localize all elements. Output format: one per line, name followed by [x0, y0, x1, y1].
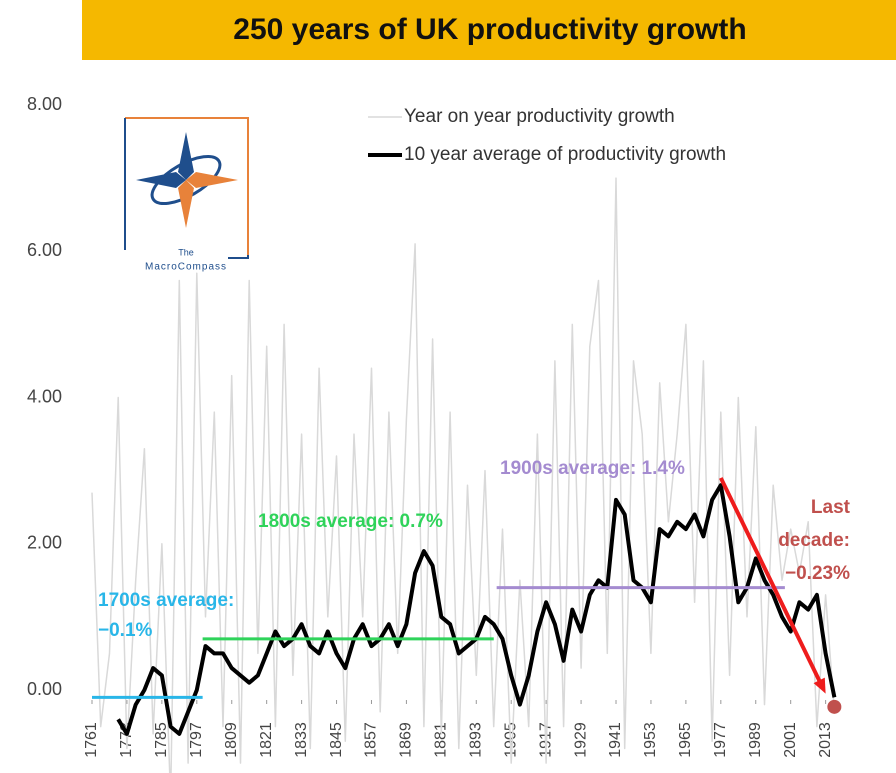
x-tick-label: 1857	[363, 722, 380, 758]
average-label: 1900s average: 1.4%	[500, 458, 685, 479]
last-decade-dot	[827, 699, 842, 714]
y-tick-label: 0.00	[27, 679, 62, 699]
last-decade-label: Last	[811, 497, 851, 518]
x-tick-label: 1929	[572, 722, 589, 758]
x-tick-label: 1965	[677, 722, 694, 758]
x-tick-label: 1821	[258, 722, 275, 758]
x-tick-label: 1809	[223, 722, 240, 758]
x-tick-label: 1845	[328, 722, 345, 758]
legend-label: Year on year productivity growth	[404, 106, 675, 127]
x-tick-label: 1761	[83, 722, 100, 758]
x-tick-label: 1797	[188, 722, 205, 758]
average-label: 1800s average: 0.7%	[258, 511, 443, 532]
average-label: 1700s average:	[98, 590, 234, 611]
title-banner	[82, 0, 896, 60]
last-decade-label: decade:	[778, 530, 850, 551]
logo-text: MacroCompass	[145, 262, 227, 273]
trend-arrow	[719, 477, 824, 686]
x-tick-label: 1989	[747, 722, 764, 758]
x-tick-label: 1977	[712, 722, 729, 758]
y-tick-label: 4.00	[27, 386, 62, 406]
x-tick-label: 1953	[642, 722, 659, 758]
x-tick-label: 1785	[153, 722, 170, 758]
logo: The MacroCompass	[124, 117, 249, 273]
x-tick-label: 2013	[817, 722, 834, 758]
last-decade-label: −0.23%	[785, 563, 850, 584]
chart-title: 250 years of UK productivity growth	[233, 13, 746, 46]
logo-text: The	[178, 247, 194, 257]
x-tick-label: 1869	[398, 722, 415, 758]
x-tick-label: 1881	[433, 722, 450, 758]
x-tick-label: 1833	[293, 722, 310, 758]
series-line	[91, 177, 836, 773]
legend-label: 10 year average of productivity growth	[404, 144, 726, 165]
average-label: −0.1%	[98, 620, 153, 641]
arrow-head	[813, 677, 826, 694]
y-tick-label: 6.00	[27, 240, 62, 260]
x-tick-label: 1941	[607, 722, 624, 758]
y-tick-label: 2.00	[27, 533, 62, 553]
x-tick-label: 2001	[782, 722, 799, 758]
y-tick-label: 8.00	[27, 94, 62, 114]
x-tick-label: 1893	[467, 722, 484, 758]
